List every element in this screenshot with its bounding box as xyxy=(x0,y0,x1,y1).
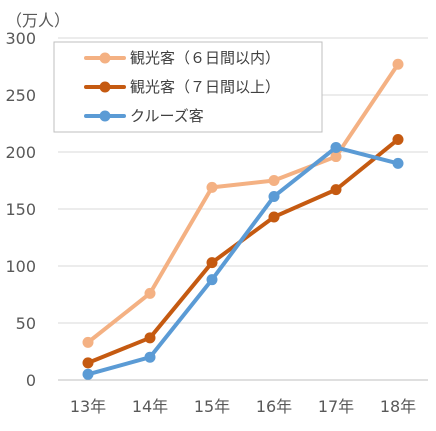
data-point xyxy=(268,190,280,202)
legend-label: 観光客（６日間以内） xyxy=(130,49,280,67)
data-point xyxy=(82,336,94,348)
series-line xyxy=(86,62,400,345)
x-tick-label: 17年 xyxy=(318,397,354,416)
series-3 xyxy=(82,141,404,380)
legend-item: 観光客（６日間以内） xyxy=(84,49,280,67)
series-lines xyxy=(82,58,404,380)
x-axis-ticks: 13年 14年 15年 16年 17年 18年 xyxy=(70,397,416,416)
data-point xyxy=(392,133,404,145)
data-point xyxy=(206,257,218,269)
y-axis-unit-label: （万人） xyxy=(6,11,70,30)
legend-item: 観光客（７日間以上） xyxy=(84,78,280,96)
data-point xyxy=(82,357,94,369)
legend-label: 観光客（７日間以上） xyxy=(130,78,280,96)
legend-label: クルーズ客 xyxy=(130,107,204,125)
x-tick-label: 16年 xyxy=(256,397,292,416)
x-tick-label: 14年 xyxy=(132,397,168,416)
series-2 xyxy=(82,133,404,369)
x-tick-label: 13年 xyxy=(70,397,106,416)
legend-swatch-marker xyxy=(99,81,111,93)
data-point xyxy=(82,368,94,380)
series-line xyxy=(86,137,400,365)
y-tick-label: 50 xyxy=(16,314,36,333)
legend: 観光客（６日間以内） 観光客（７日間以上） クルーズ客 xyxy=(53,41,323,133)
series-1 xyxy=(82,58,404,348)
data-point xyxy=(330,141,342,153)
data-point xyxy=(144,351,156,363)
x-tick-label: 15年 xyxy=(194,397,230,416)
data-point xyxy=(268,211,280,223)
y-tick-label: 150 xyxy=(5,200,36,219)
data-point xyxy=(330,184,342,196)
data-point xyxy=(144,287,156,299)
data-point xyxy=(392,157,404,169)
data-point xyxy=(268,175,280,186)
y-tick-label: 100 xyxy=(5,257,36,276)
data-point xyxy=(206,274,218,286)
legend-item: クルーズ客 xyxy=(84,107,204,125)
data-point xyxy=(206,181,218,193)
x-tick-label: 18年 xyxy=(380,397,416,416)
series-line xyxy=(86,145,400,377)
data-point xyxy=(392,58,404,70)
data-point xyxy=(144,332,156,344)
y-tick-label: 200 xyxy=(5,143,36,162)
y-tick-label: 250 xyxy=(5,86,36,105)
y-axis-ticks: 0 50 100 150 200 250 300 xyxy=(5,29,36,390)
data-point xyxy=(330,151,342,163)
y-tick-label: 0 xyxy=(26,371,36,390)
y-tick-label: 300 xyxy=(5,29,36,48)
legend-swatch-marker xyxy=(99,110,111,122)
legend-swatch-marker xyxy=(99,52,111,64)
